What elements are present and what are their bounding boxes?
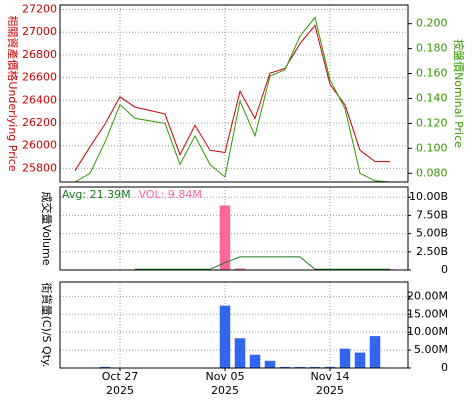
y-tick-label: 27000 [22, 25, 57, 38]
x-tick-label: Nov 14 [311, 370, 350, 383]
y-tick-label: 7.50B [416, 208, 448, 221]
y-tick-label: 5.00M [414, 343, 448, 356]
bar [279, 366, 291, 368]
bar [234, 338, 246, 368]
y-tick-label: 15.00M [407, 307, 448, 320]
x-tick-year: 2025 [316, 384, 344, 397]
x-tick-label: Oct 27 [102, 370, 139, 383]
y-tick-label: 10.00M [407, 325, 448, 338]
y2-tick-label: 0.200 [416, 17, 448, 30]
y2-tick-label: 0.100 [416, 141, 448, 154]
y-tick-label: 0 [441, 263, 448, 276]
y-axis-label: 街貨量(C)/S Qty. [40, 283, 54, 368]
bar [219, 305, 231, 368]
legend-entry: Avg: 21.39M [62, 188, 131, 201]
y-tick-label: 2.50B [416, 245, 448, 258]
bar [354, 352, 366, 368]
y-tick-label: 26600 [22, 71, 57, 84]
bar [249, 354, 261, 368]
plot-frame [59, 281, 409, 369]
y-tick-label: 26000 [22, 139, 57, 152]
y-tick-label: 26200 [22, 116, 57, 129]
y-tick-label: 5.00B [416, 227, 448, 240]
y-tick-label: 10.00B [409, 190, 448, 203]
bar [324, 366, 336, 368]
x-tick-label: Nov 05 [206, 370, 245, 383]
y-tick-label: 25800 [22, 161, 57, 174]
bar [99, 366, 111, 368]
y2-tick-label: 0.160 [416, 67, 448, 80]
y-tick-label: 26800 [22, 48, 57, 61]
plot-frame [59, 4, 409, 183]
series-line [74, 16, 391, 183]
y2-tick-label: 0.120 [416, 116, 448, 129]
y-tick-label: 20.00M [407, 289, 448, 302]
y-axis-label: 成交量Volume [40, 192, 54, 266]
legend-entry: VOL: 9.84M [139, 188, 202, 201]
bar [339, 348, 351, 368]
y2-tick-label: 0.180 [416, 42, 448, 55]
plot-area [60, 187, 408, 270]
y-tick-label: 0 [441, 361, 448, 374]
plot-area [60, 5, 408, 182]
bar [234, 268, 246, 270]
x-tick-year: 2025 [106, 384, 134, 397]
bar [294, 366, 306, 368]
bar [264, 360, 276, 368]
y-axis-label: 相關資產價格Underlying Price [6, 15, 20, 171]
y2-tick-label: 0.140 [416, 91, 448, 104]
bar [219, 205, 231, 270]
bar [309, 366, 321, 368]
y2-axis-label: 按盤價Nominal Price [452, 39, 466, 148]
plot-frame [59, 186, 409, 271]
bar [369, 336, 381, 368]
y-tick-label: 27200 [22, 3, 57, 16]
y2-tick-label: 0.080 [416, 166, 448, 179]
x-tick-year: 2025 [211, 384, 239, 397]
y-tick-label: 26400 [22, 93, 57, 106]
series-line [135, 256, 390, 270]
